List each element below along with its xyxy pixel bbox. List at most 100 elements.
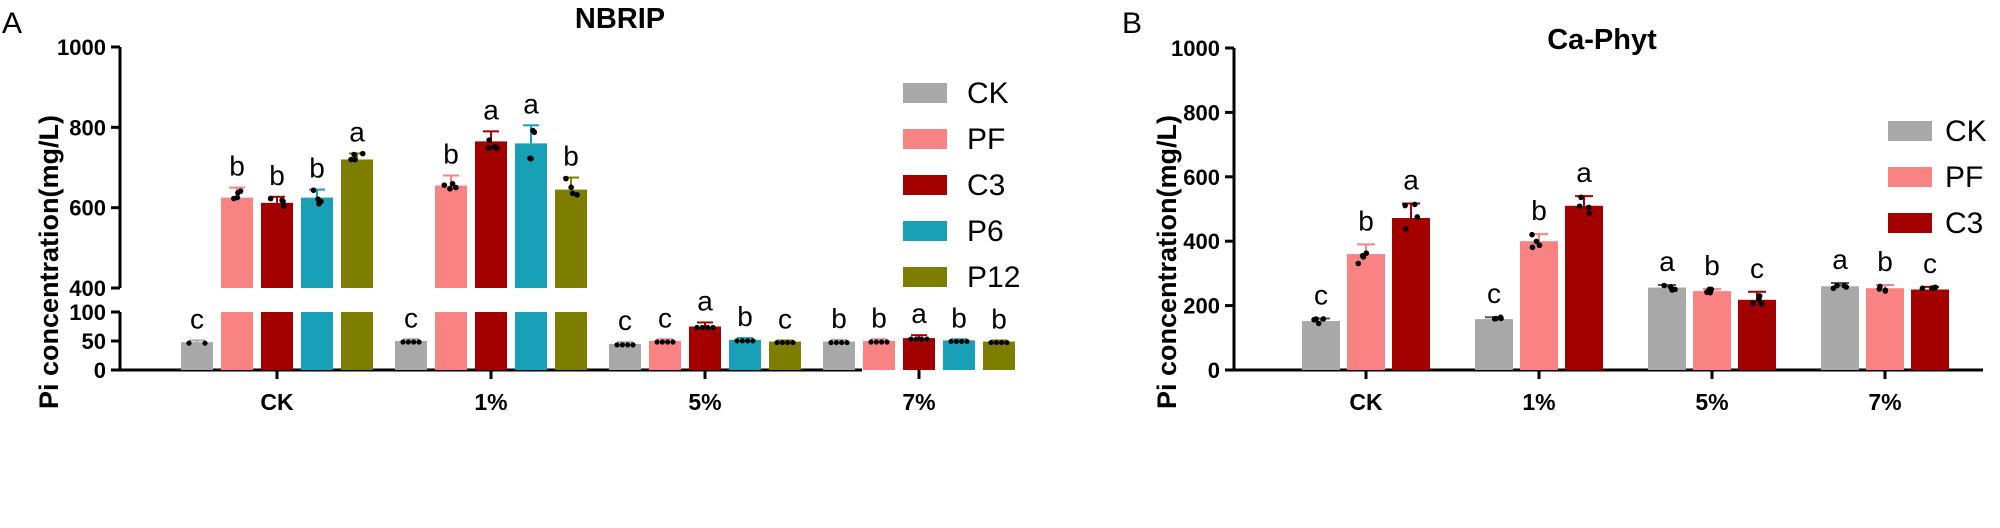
data-point [1004,339,1010,346]
bar-pf [863,341,895,370]
data-point [1586,204,1592,211]
data-point [1497,314,1504,321]
data-point [833,339,839,346]
significance-letter: a [523,88,539,119]
data-point [1667,284,1674,290]
data-point [411,339,417,345]
data-point [873,339,879,345]
data-point [527,155,533,162]
data-point [1758,301,1765,307]
bar-ck [609,343,641,370]
data-point [1672,286,1678,293]
bar-p6-upper [515,143,547,288]
significance-letter: b [563,141,579,172]
legend-swatch-pf [1888,167,1932,187]
y-tick-label-lower: 50 [82,329,106,354]
x-tick-label: 1% [1522,389,1555,415]
y-tick-label: 600 [1183,165,1220,190]
data-point [745,338,751,344]
data-point [1402,202,1408,209]
data-point [1586,210,1593,217]
bar-pf-upper [435,185,467,288]
bar-p6-lower [515,312,547,370]
significance-letter: b [991,303,1007,334]
data-point [563,175,569,182]
data-point [1311,316,1317,323]
data-point [839,339,845,346]
significance-letter: a [1576,157,1592,188]
data-point [670,339,676,345]
data-point [1661,282,1667,289]
bar-pf [1866,288,1904,370]
data-point [1576,203,1583,210]
y-tick-label: 1000 [1171,36,1220,61]
bar-pf [1347,254,1385,370]
significance-letter: c [404,302,418,333]
bar-p12-lower [555,312,587,370]
data-point [1706,286,1713,293]
significance-letter: a [1832,244,1848,275]
data-point [318,198,324,205]
data-point [453,184,459,191]
data-point [359,150,366,157]
bar-c3 [1738,299,1776,370]
data-point [959,338,965,345]
significance-letter: a [911,298,927,329]
x-tick-label: 5% [1695,389,1728,415]
bar-p12-upper [555,189,587,288]
data-point [234,194,241,201]
data-point [237,188,244,194]
data-point [1360,254,1367,260]
bar-c3-lower [261,312,293,370]
bar-pf-lower [435,312,467,370]
bar-pf-lower [221,312,253,370]
legend-label-p12: P12 [967,261,1020,294]
bar-pf-upper [221,197,253,288]
data-point [705,324,711,331]
data-point [844,339,850,346]
bar-ck [1302,321,1340,370]
y-tick-label: 200 [1183,294,1220,319]
bar-p6 [943,340,975,370]
data-point [868,339,874,345]
data-point [1493,315,1499,322]
bar-pf [1693,291,1731,370]
data-point [531,129,538,136]
data-point [1756,296,1762,303]
significance-letter: c [1750,253,1764,284]
legend-swatch-ck [1888,121,1932,141]
data-point [310,187,317,194]
data-point [1877,283,1883,290]
legend-label-pf: PF [967,123,1005,156]
data-point [1919,285,1926,292]
data-point [659,339,665,345]
data-point [988,339,994,346]
data-point [348,156,354,163]
x-tick-label: 7% [902,389,935,415]
legend-label-p6: P6 [967,215,1004,248]
data-point [879,339,885,345]
data-point [1411,201,1418,208]
data-point [630,342,636,348]
chart-title-a: NBRIP [575,3,665,35]
data-point [351,151,357,158]
data-point [486,137,492,143]
legend-swatch-c3 [1888,213,1932,233]
bar-p6-lower [301,312,333,370]
data-point [750,338,756,344]
bar-c3-upper [475,141,507,288]
data-point [1533,238,1540,245]
data-point [710,324,716,331]
x-tick-label: 1% [474,389,507,415]
bar-ck [823,341,855,370]
data-point [614,342,620,348]
significance-letter: b [1531,195,1547,226]
data-point [281,203,287,209]
legend-swatch-c3 [903,175,947,195]
significance-letter: b [831,303,847,334]
legend-swatch-pf [903,129,947,149]
significance-letter: a [1403,165,1419,196]
bar-p6-upper [301,197,333,288]
